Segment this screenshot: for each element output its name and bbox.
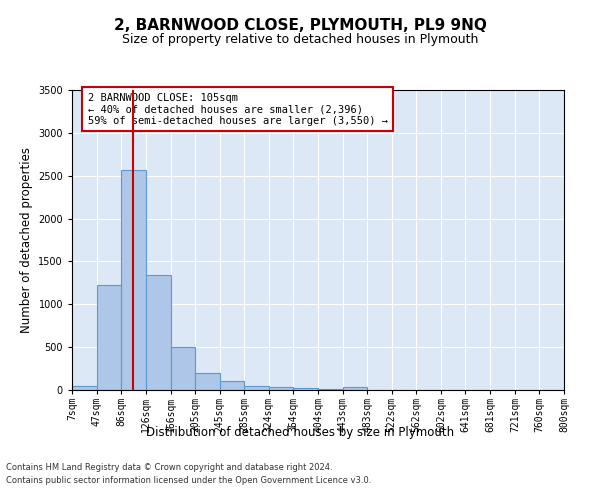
Text: Contains public sector information licensed under the Open Government Licence v3: Contains public sector information licen…: [6, 476, 371, 485]
Bar: [97, 286, 121, 390]
Bar: [121, 170, 146, 390]
Bar: [343, 388, 367, 390]
Bar: [195, 374, 220, 390]
Bar: [220, 382, 244, 390]
Text: 2 BARNWOOD CLOSE: 105sqm
← 40% of detached houses are smaller (2,396)
59% of sem: 2 BARNWOOD CLOSE: 105sqm ← 40% of detach…: [88, 92, 388, 126]
Y-axis label: Number of detached properties: Number of detached properties: [20, 147, 32, 333]
Bar: [146, 275, 170, 390]
Text: Size of property relative to detached houses in Plymouth: Size of property relative to detached ho…: [122, 32, 478, 46]
Bar: [319, 388, 343, 390]
Bar: [293, 388, 319, 390]
Bar: [170, 347, 195, 390]
Text: Distribution of detached houses by size in Plymouth: Distribution of detached houses by size …: [146, 426, 454, 439]
Text: Contains HM Land Registry data © Crown copyright and database right 2024.: Contains HM Land Registry data © Crown c…: [6, 464, 332, 472]
Bar: [269, 386, 293, 390]
Text: 2, BARNWOOD CLOSE, PLYMOUTH, PL9 9NQ: 2, BARNWOOD CLOSE, PLYMOUTH, PL9 9NQ: [113, 18, 487, 32]
Bar: [244, 386, 269, 390]
Bar: [72, 386, 97, 390]
